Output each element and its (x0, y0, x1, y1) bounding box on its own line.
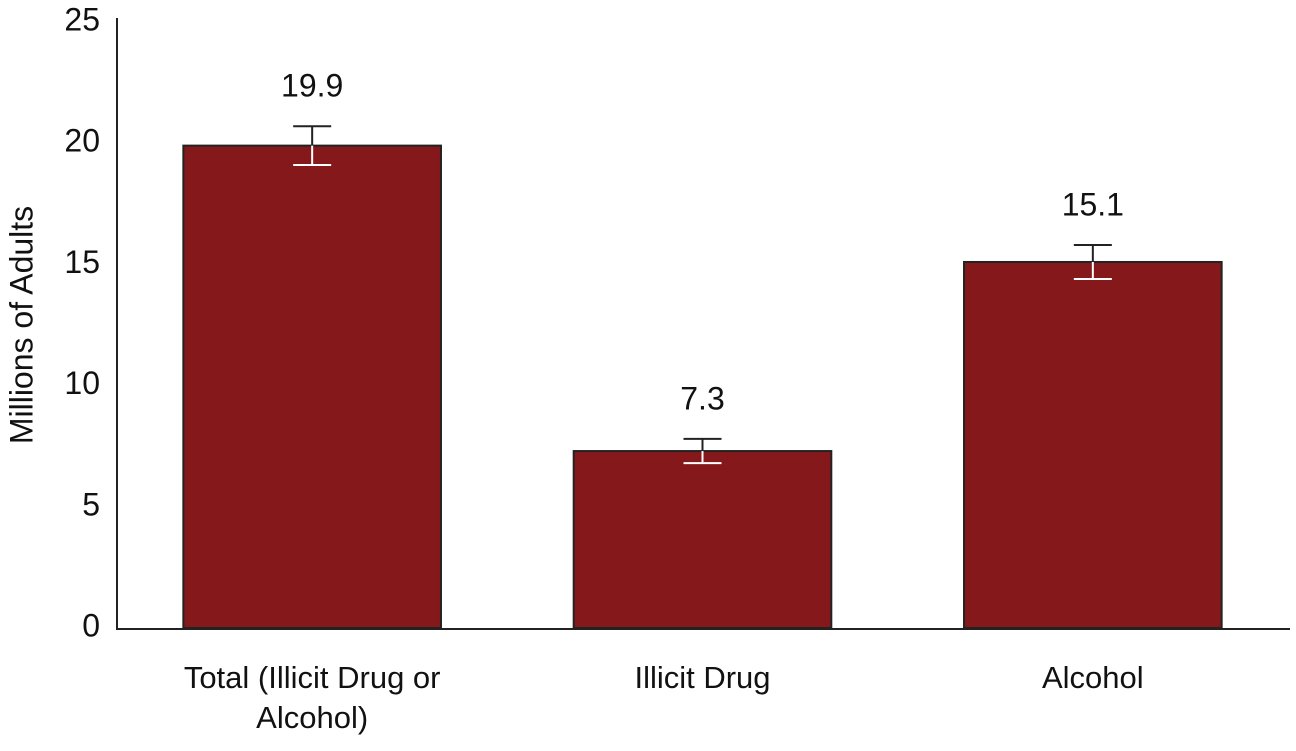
x-tick-label: Illicit Drug (634, 660, 771, 695)
y-tick-label: 25 (64, 1, 100, 37)
bar (182, 144, 442, 629)
bar (572, 450, 833, 629)
y-tick-label: 10 (64, 365, 100, 401)
y-tick-label: 5 (82, 486, 100, 522)
x-tick-label: Total (Illicit Drug or Alcohol) (183, 660, 441, 735)
value-label: 19.9 (281, 68, 343, 104)
value-label: 7.3 (680, 380, 724, 416)
y-tick-label: 0 (82, 607, 100, 643)
x-tick-label: Alcohol (1041, 660, 1144, 695)
y-axis-label: Millions of Adults (3, 206, 39, 444)
value-label: 15.1 (1062, 186, 1124, 222)
y-tick-label: 15 (64, 244, 100, 280)
bar (963, 260, 1223, 629)
y-tick-label: 20 (64, 123, 100, 159)
